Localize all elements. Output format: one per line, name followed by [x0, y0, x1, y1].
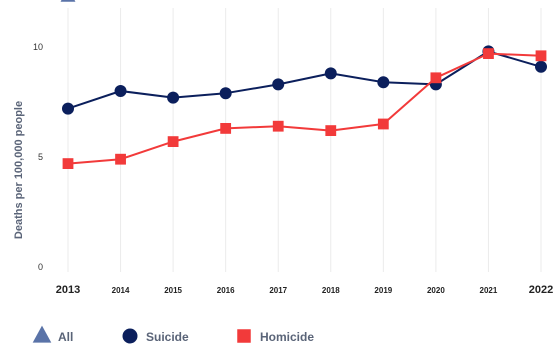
data-point-suicide: [324, 67, 337, 80]
series-all: [60, 0, 76, 2]
data-point-homicide: [62, 158, 74, 169]
y-tick-label: 10: [33, 42, 43, 52]
data-point-suicide: [167, 91, 180, 104]
x-tick-label: 2015: [164, 286, 182, 295]
x-tick-label: 2016: [217, 286, 235, 295]
series: [60, 0, 547, 169]
legend-marker-suicide: [122, 328, 138, 344]
x-tick-label: 2022: [529, 284, 553, 296]
data-point-homicide: [430, 72, 442, 84]
data-point-suicide: [272, 78, 285, 91]
legend-item-homicide: Homicide: [237, 329, 314, 344]
data-point-suicide: [62, 102, 74, 115]
x-tick-label: 2013: [56, 284, 80, 296]
series-suicide: [62, 45, 547, 115]
data-point-homicide: [483, 48, 494, 59]
legend-marker-all: [32, 325, 52, 343]
data-point-homicide: [167, 136, 179, 147]
x-tick-label: 2014: [112, 286, 130, 295]
x-tick-label: 2019: [374, 286, 392, 295]
series-line-suicide: [67, 50, 542, 110]
legend-label-all: All: [58, 330, 73, 344]
data-point-suicide: [219, 87, 232, 100]
gridlines: [67, 8, 542, 272]
data-point-homicide: [272, 120, 284, 132]
x-tick-label: 2020: [427, 286, 445, 295]
legend: All Suicide Homicide: [32, 325, 314, 344]
series-homicide: [62, 48, 547, 169]
series-line-homicide: [67, 52, 542, 165]
data-point-homicide: [115, 153, 126, 165]
y-tick-label: 0: [38, 262, 43, 272]
data-point-homicide: [325, 125, 337, 136]
y-axis-ticks: 05101520: [33, 42, 43, 272]
legend-item-all: All: [32, 325, 73, 344]
y-tick-label: 5: [38, 152, 43, 162]
data-point-suicide: [377, 76, 390, 89]
data-point-suicide: [114, 85, 127, 97]
data-point-all: [60, 0, 76, 2]
legend-label-homicide: Homicide: [260, 330, 314, 344]
data-point-homicide: [535, 50, 547, 62]
data-point-homicide: [377, 118, 389, 130]
y-axis-label: Deaths per 100,000 people: [13, 101, 25, 239]
x-tick-label: 2017: [269, 286, 287, 295]
data-point-homicide: [220, 123, 232, 134]
legend-label-suicide: Suicide: [146, 330, 189, 344]
data-point-suicide: [535, 60, 547, 73]
x-tick-label: 2021: [480, 286, 498, 295]
x-tick-label: 2018: [322, 286, 340, 295]
legend-item-suicide: Suicide: [122, 328, 189, 344]
x-axis-ticks: 2013 2014 2015 2016 2017 2018 2019 2020 2021 2022: [56, 284, 553, 296]
legend-marker-homicide: [237, 329, 251, 343]
